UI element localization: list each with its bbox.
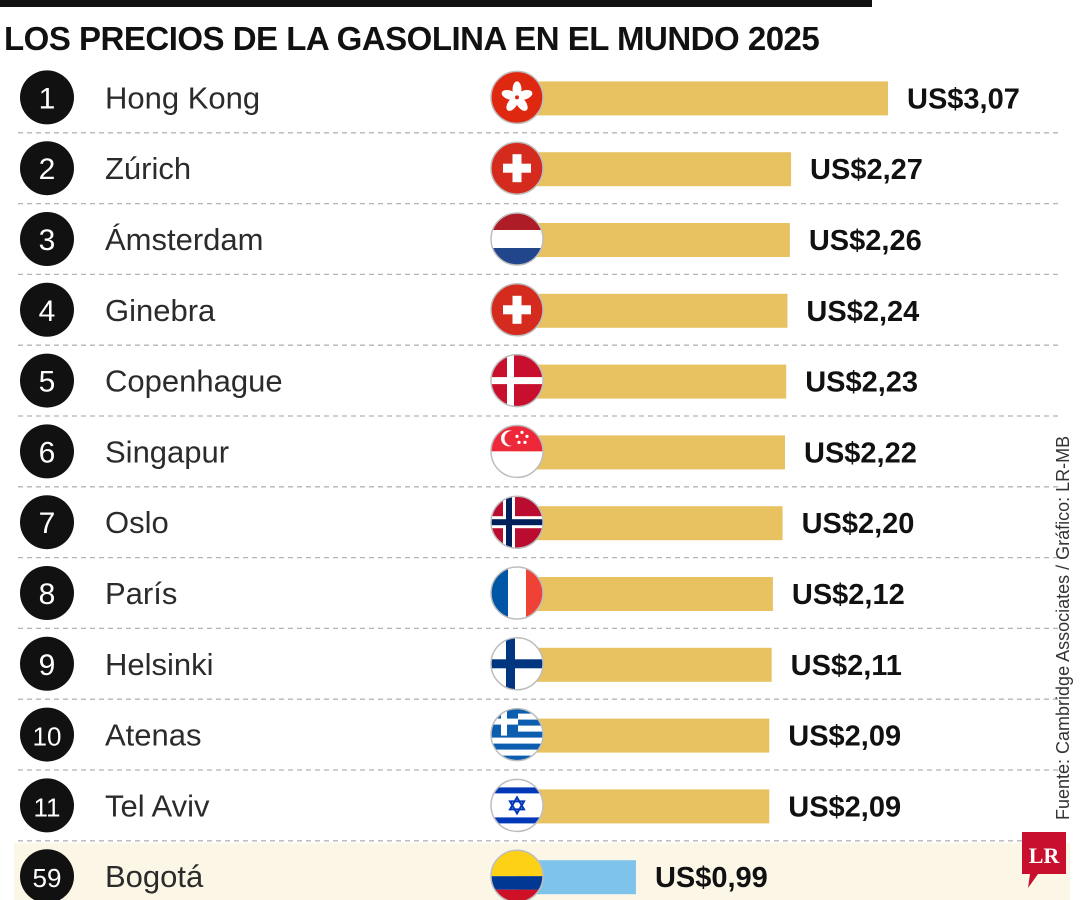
netherlands-flag <box>490 212 544 266</box>
chart-row: 9 Helsinki US$2,11 <box>18 636 1058 700</box>
bar <box>516 789 770 824</box>
rank-number: 3 <box>39 224 56 257</box>
greece-flag <box>490 707 544 762</box>
city-label: Atenas <box>105 718 202 753</box>
chart-row: 4 Ginebra US$2,24 <box>18 282 1058 346</box>
switzerland-flag <box>490 283 544 337</box>
value-label: US$2,24 <box>806 296 919 328</box>
rank-number: 7 <box>39 507 56 540</box>
rank-number: 5 <box>39 366 56 399</box>
chart-row: 6 Singapur US$2,22 <box>18 424 1058 488</box>
chart-row: 1 Hong Kong US$3,07 <box>18 70 1058 134</box>
value-label: US$2,23 <box>805 367 918 399</box>
chart-row: 59 Bogotá US$0,99 <box>14 842 1070 900</box>
rank-circle <box>20 778 74 833</box>
svg-text:LR: LR <box>1029 843 1061 868</box>
bar <box>516 152 792 187</box>
city-label: Bogotá <box>105 859 204 894</box>
bar <box>516 364 787 399</box>
rank-circle <box>20 707 74 762</box>
city-label: Ginebra <box>105 293 216 328</box>
chart-title: LOS PRECIOS DE LA GASOLINA EN EL MUNDO 2… <box>4 20 820 57</box>
chart-row: 11 Tel Aviv US$2,09 <box>18 778 1058 842</box>
hong-kong-flag <box>490 70 544 125</box>
chart-row: 5 Copenhague US$2,23 <box>18 353 1058 417</box>
chart-row: 7 Oslo US$2,20 <box>18 495 1058 559</box>
denmark-flag <box>490 353 544 408</box>
rank-circle <box>20 636 74 691</box>
rank-circle <box>20 353 74 408</box>
rank-number: 9 <box>39 649 56 682</box>
value-label: US$2,20 <box>802 508 915 540</box>
city-label: París <box>105 576 177 611</box>
city-label: Ámsterdam <box>105 222 263 257</box>
rank-number: 10 <box>33 722 62 752</box>
rank-circle <box>20 495 74 550</box>
bar <box>516 718 770 753</box>
france-flag <box>490 566 544 620</box>
rank-circle <box>20 424 74 479</box>
rank-circle <box>20 566 74 620</box>
chart-row: 8 París US$2,12 <box>18 566 1058 630</box>
city-label: Zúrich <box>105 151 191 186</box>
rank-number: 59 <box>33 863 62 893</box>
rank-number: 1 <box>39 82 56 115</box>
bar <box>516 435 786 470</box>
source-note: Fuente: Cambridge Associates / Gráfico: … <box>1053 435 1073 820</box>
rank-circle <box>20 70 74 125</box>
rank-circle <box>20 212 74 266</box>
chart-row: 2 Zúrich US$2,27 <box>18 141 1058 205</box>
rank-circle <box>20 282 74 337</box>
bar <box>516 81 888 116</box>
bar <box>516 506 783 541</box>
value-label: US$2,12 <box>792 579 905 611</box>
bar <box>516 293 788 328</box>
rank-number: 8 <box>39 578 56 611</box>
bar <box>516 647 772 682</box>
singapore-flag <box>490 424 544 479</box>
chart-row: 10 Atenas US$2,09 <box>18 707 1058 771</box>
city-label: Helsinki <box>105 647 214 682</box>
norway-flag <box>490 495 544 549</box>
rank-number: 2 <box>39 153 56 186</box>
value-label: US$2,09 <box>788 721 901 753</box>
rank-circle <box>20 849 74 900</box>
value-label: US$2,22 <box>804 437 917 469</box>
value-label: US$2,11 <box>791 650 902 682</box>
finland-flag <box>490 637 544 691</box>
lr-logo: LR <box>1022 832 1066 888</box>
city-label: Copenhague <box>105 364 283 399</box>
city-label: Singapur <box>105 434 229 469</box>
value-label: US$2,09 <box>788 791 901 823</box>
city-label: Oslo <box>105 505 169 540</box>
value-label: US$2,26 <box>809 225 922 257</box>
rank-number: 4 <box>39 295 56 328</box>
israel-flag <box>490 778 544 833</box>
rank-number: 6 <box>39 436 56 469</box>
value-label: US$2,27 <box>810 154 923 186</box>
bar <box>516 223 790 257</box>
value-label: US$0,99 <box>655 862 768 894</box>
switzerland-flag <box>490 141 544 195</box>
rank-circle <box>20 141 74 196</box>
rank-number: 11 <box>34 792 61 822</box>
bar <box>516 577 773 611</box>
chart-row: 3 Ámsterdam US$2,26 <box>18 212 1058 276</box>
top-rule <box>0 0 872 7</box>
value-label: US$3,07 <box>907 83 1020 115</box>
city-label: Tel Aviv <box>105 788 210 823</box>
city-label: Hong Kong <box>105 80 260 115</box>
